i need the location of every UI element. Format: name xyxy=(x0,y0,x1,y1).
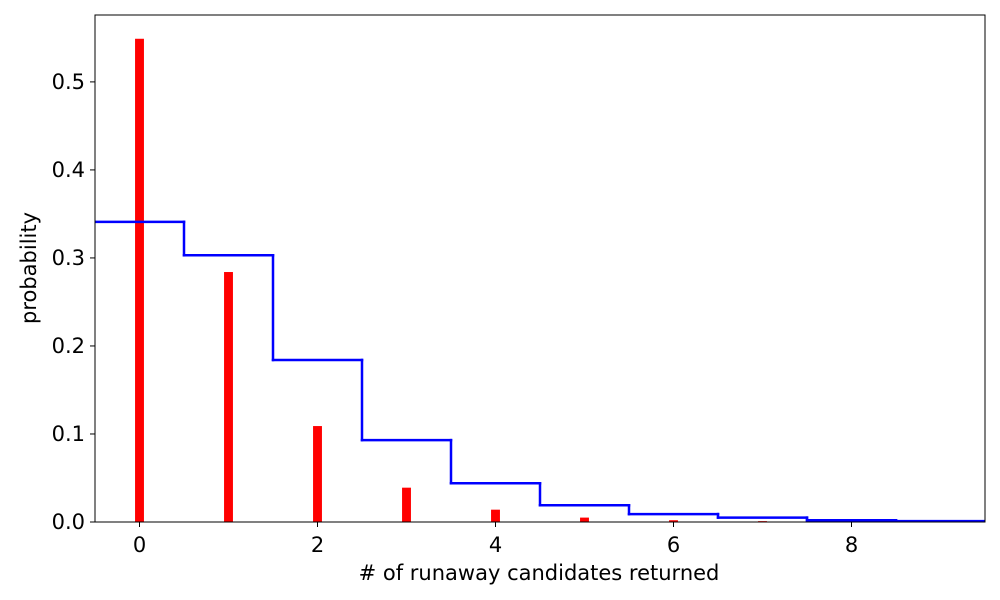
x-tick-label: 8 xyxy=(845,533,858,557)
plot-frame xyxy=(94,14,986,523)
y-tick-label: 0.3 xyxy=(52,246,85,270)
x-tick-label: 6 xyxy=(667,533,680,557)
bar xyxy=(402,487,411,522)
bar xyxy=(580,517,589,522)
x-tick-label: 2 xyxy=(311,533,324,557)
x-axis-label: # of runaway candidates returned xyxy=(359,561,720,585)
y-tick-label: 0.0 xyxy=(52,510,85,534)
y-tick-label: 0.4 xyxy=(52,158,85,182)
y-tick-label: 0.1 xyxy=(52,422,85,446)
x-tick-label: 4 xyxy=(489,533,502,557)
bar xyxy=(313,426,322,522)
y-tick-label: 0.2 xyxy=(52,334,85,358)
bar xyxy=(224,272,233,522)
bar xyxy=(491,509,500,522)
bar xyxy=(669,520,678,522)
bar xyxy=(135,38,144,522)
y-tick-label: 0.5 xyxy=(52,70,85,94)
x-tick-label: 0 xyxy=(133,533,146,557)
y-axis-label: probability xyxy=(17,212,41,324)
